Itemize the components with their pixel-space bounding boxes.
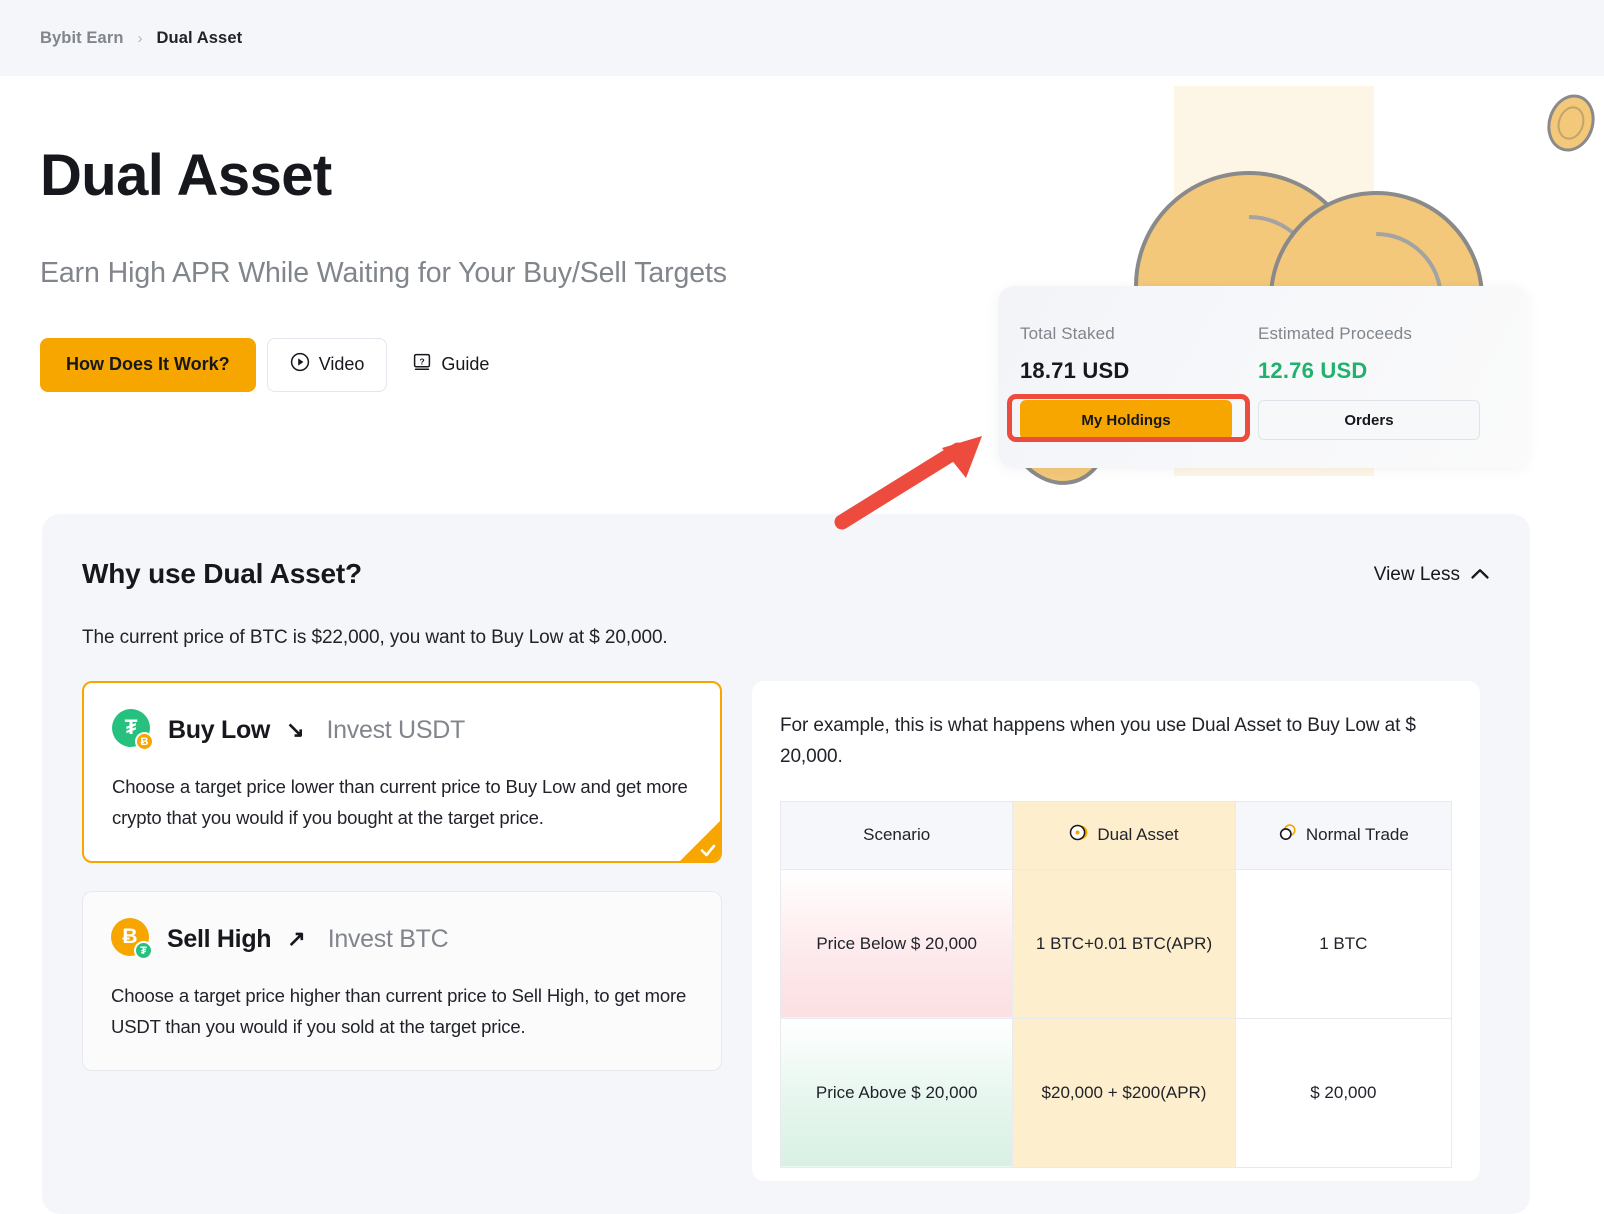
breadcrumb-current: Dual Asset	[156, 28, 243, 47]
option-name: Sell High	[167, 924, 272, 953]
cell-normal-trade: 1 BTC	[1235, 869, 1452, 1019]
cell-dual-asset: $20,000 + $200(APR)	[1012, 1018, 1236, 1168]
example-panel: For example, this is what happens when y…	[752, 681, 1480, 1181]
estimated-proceeds-label: Estimated Proceeds	[1258, 324, 1412, 343]
view-less-label: View Less	[1373, 564, 1460, 585]
option-card-buy-low[interactable]: ₮ Ƀ Buy Low ↘ Invest USDT Choose a targe…	[82, 681, 722, 864]
option-description: Choose a target price higher than curren…	[111, 985, 687, 1038]
option-header: ₮ Ƀ Buy Low ↘ Invest USDT	[112, 709, 692, 751]
tether-icon: ₮ Ƀ	[112, 709, 154, 751]
header-normal-trade-label: Normal Trade	[1305, 825, 1409, 845]
why-section-title: Why use Dual Asset?	[82, 558, 362, 589]
comparison-table-body: Price Below $ 20,000 1 BTC+0.01 BTC(APR)…	[780, 869, 1452, 1168]
why-section-body: ₮ Ƀ Buy Low ↘ Invest USDT Choose a targe…	[82, 681, 1490, 1181]
option-cards-column: ₮ Ƀ Buy Low ↘ Invest USDT Choose a targe…	[82, 681, 722, 1181]
video-button-label: Video	[318, 354, 365, 375]
why-section-description: The current price of BTC is $22,000, you…	[82, 627, 668, 648]
why-use-dual-asset-section: Why use Dual Asset? View Less The curren…	[42, 514, 1530, 1214]
cell-scenario: Price Below $ 20,000	[780, 869, 1014, 1019]
header-scenario-label: Scenario	[863, 825, 931, 845]
tether-icon-badge: ₮	[134, 941, 153, 961]
option-invest-label: Invest BTC	[327, 924, 449, 953]
my-holdings-button[interactable]: My Holdings	[1020, 400, 1232, 440]
bitcoin-icon-badge: Ƀ	[135, 732, 154, 751]
why-section-header: Why use Dual Asset? View Less	[82, 558, 1490, 590]
comparison-table: Scenario	[780, 800, 1452, 1168]
breadcrumb-parent-link[interactable]: Bybit Earn	[40, 28, 124, 47]
guide-button[interactable]: ? Guide	[398, 338, 503, 392]
estimated-proceeds-value: 12.76 USD	[1258, 358, 1368, 383]
holdings-summary-card: Total Staked 18.71 USD My Holdings Estim…	[998, 286, 1528, 468]
hero-section: Dual Asset Earn High APR While Waiting f…	[0, 76, 1604, 530]
table-header-row: Scenario	[780, 801, 1452, 870]
svg-text:?: ?	[420, 357, 425, 367]
breadcrumb-separator-icon: ›	[137, 29, 143, 47]
bitcoin-icon: Ƀ ₮	[111, 918, 153, 961]
header-dual-asset: Dual Asset	[1012, 801, 1236, 870]
option-name: Buy Low	[168, 715, 271, 744]
option-description: Choose a target price lower than current…	[112, 776, 688, 829]
header-scenario: Scenario	[780, 801, 1014, 870]
total-staked-column: Total Staked 18.71 USD My Holdings	[1020, 324, 1258, 468]
page-subtitle: Earn High APR While Waiting for Your Buy…	[40, 256, 727, 289]
option-card-sell-high[interactable]: Ƀ ₮ Sell High ↗ Invest BTC Choose a targ…	[82, 891, 722, 1072]
total-staked-label: Total Staked	[1020, 324, 1115, 343]
hero-content: Dual Asset Earn High APR While Waiting f…	[0, 76, 1604, 392]
book-question-icon: ?	[412, 352, 432, 377]
estimated-proceeds-column: Estimated Proceeds 12.76 USD Orders	[1258, 324, 1496, 468]
table-row: Price Above $ 20,000 $20,000 + $200(APR)…	[780, 1018, 1452, 1168]
cell-scenario: Price Above $ 20,000	[780, 1018, 1014, 1168]
comparison-table-head: Scenario	[780, 801, 1452, 870]
play-circle-icon	[290, 352, 310, 377]
view-less-toggle[interactable]: View Less	[1374, 558, 1490, 586]
example-description: For example, this is what happens when y…	[780, 715, 1416, 767]
cell-normal-trade: $ 20,000	[1310, 1082, 1377, 1102]
arrow-up-right-icon: ↗	[287, 926, 306, 952]
option-invest-label: Invest USDT	[326, 715, 466, 744]
single-coin-icon	[1069, 823, 1088, 847]
chevron-up-icon	[1470, 564, 1490, 586]
cell-dual-asset: 1 BTC+0.01 BTC(APR)	[1012, 869, 1236, 1019]
total-staked-value: 18.71 USD	[1020, 358, 1130, 383]
video-button[interactable]: Video	[266, 337, 388, 392]
header-normal-trade: Normal Trade	[1235, 801, 1452, 870]
hero-actions: How Does It Work? Video ?	[40, 337, 1604, 392]
option-header: Ƀ ₮ Sell High ↗ Invest BTC	[111, 918, 693, 961]
how-does-it-work-button[interactable]: How Does It Work?	[40, 337, 256, 392]
header-dual-asset-label: Dual Asset	[1097, 825, 1179, 845]
arrow-down-right-icon: ↘	[286, 717, 305, 742]
orders-button[interactable]: Orders	[1258, 400, 1480, 440]
guide-button-label: Guide	[441, 354, 490, 375]
page-title: Dual Asset	[40, 143, 332, 208]
double-coin-icon	[1278, 823, 1297, 847]
table-row: Price Below $ 20,000 1 BTC+0.01 BTC(APR)…	[780, 869, 1452, 1019]
selected-check-ribbon	[680, 821, 720, 862]
breadcrumb: Bybit Earn › Dual Asset	[0, 0, 1604, 76]
